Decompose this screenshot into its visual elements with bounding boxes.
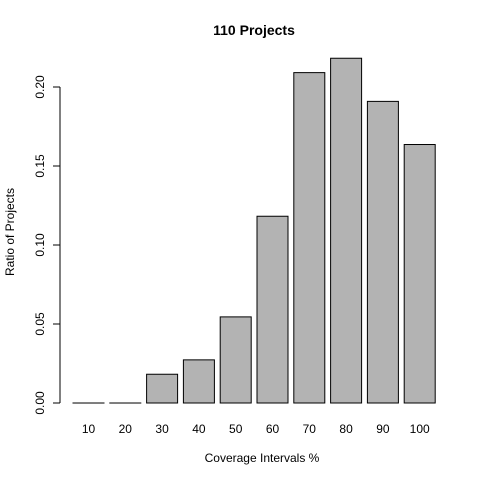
x-axis-ticks: 10 20 30 40 50 60 70 80 90 100	[82, 422, 430, 436]
x-tick-label: 70	[303, 422, 317, 436]
chart-title: 110 Projects	[213, 22, 295, 38]
y-axis: 0.00 0.05 0.10 0.15 0.20	[33, 75, 61, 415]
x-tick-label: 30	[155, 422, 169, 436]
y-tick-label: 0.00	[33, 391, 47, 415]
bar-30	[146, 373, 179, 404]
y-tick-label: 0.05	[33, 312, 47, 336]
y-tick-label: 0.10	[33, 233, 47, 257]
x-tick-label: 40	[192, 422, 206, 436]
x-tick-label: 50	[229, 422, 243, 436]
bar-50	[219, 316, 252, 404]
x-tick-label: 80	[339, 422, 353, 436]
x-tick-label: 90	[376, 422, 390, 436]
y-tick-label: 0.15	[33, 154, 47, 178]
bar-60	[256, 215, 289, 404]
bars	[72, 57, 436, 404]
x-tick-label: 10	[82, 422, 96, 436]
x-axis-label: Coverage Intervals %	[205, 451, 320, 465]
x-tick-label: 100	[410, 422, 430, 436]
bar-100	[403, 144, 436, 404]
y-tick-label: 0.20	[33, 75, 47, 99]
bar-90	[366, 100, 399, 404]
bar-80	[330, 57, 363, 404]
bar-40	[182, 359, 215, 404]
x-tick-label: 60	[266, 422, 280, 436]
y-axis-label: Ratio of Projects	[3, 188, 17, 276]
bar-70	[293, 72, 326, 404]
x-tick-label: 20	[119, 422, 133, 436]
